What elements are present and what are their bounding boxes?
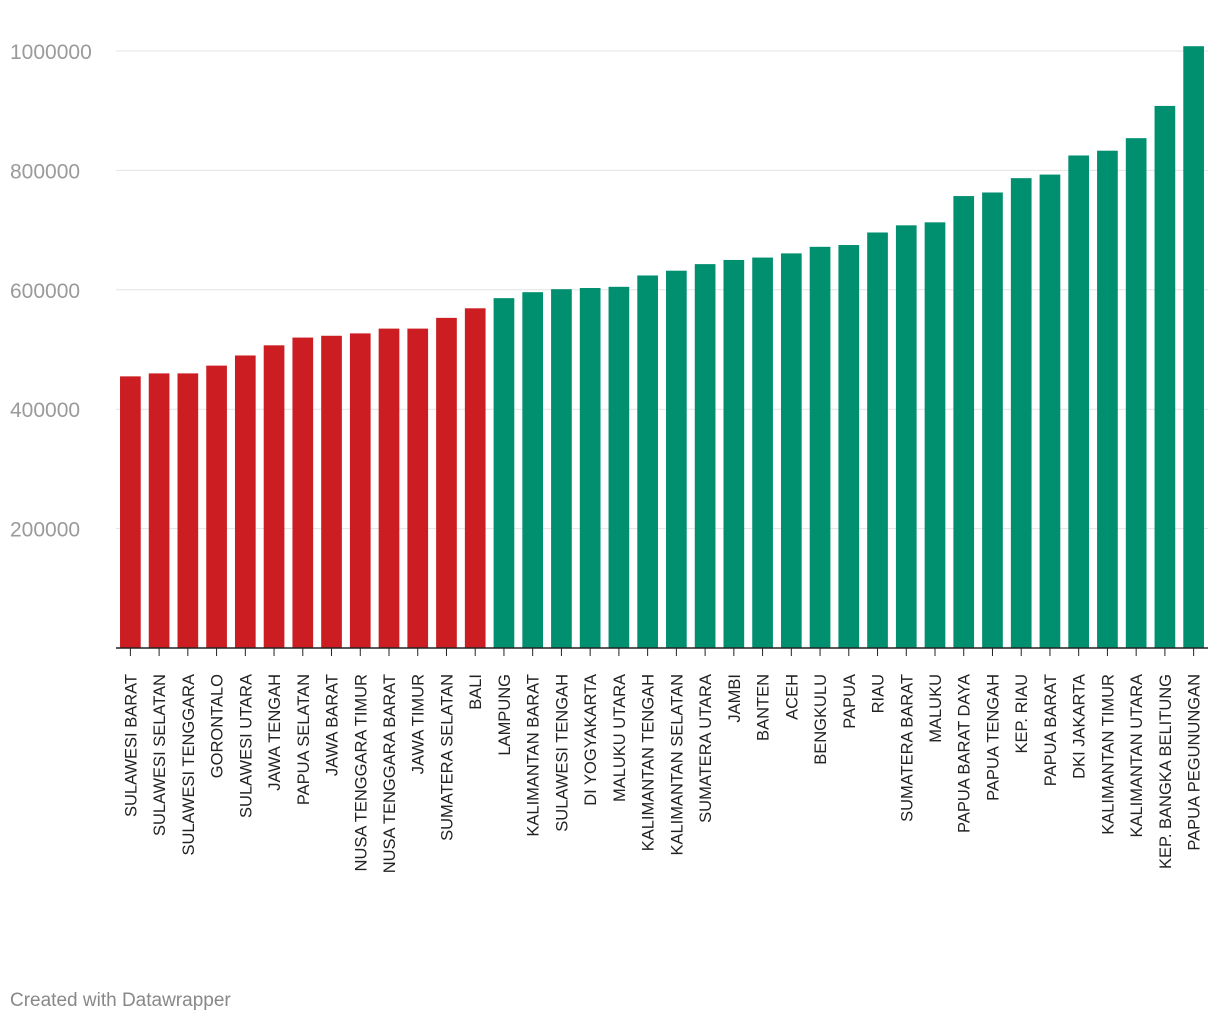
- x-tick-label: SUMATERA SELATAN: [438, 674, 456, 841]
- bar: [1039, 174, 1061, 649]
- y-tick-label: 1000000: [10, 41, 92, 64]
- x-tick-label: LAMPUNG: [496, 674, 514, 756]
- bar: [579, 288, 601, 648]
- bar: [1068, 155, 1090, 648]
- x-tick-label: JAMBI: [726, 674, 744, 723]
- x-tick-label: SULAWESI SELATAN: [151, 674, 169, 836]
- x-tick-label: DI YOGYAKARTA: [582, 674, 600, 806]
- bar-chart: 200000 400000 600000 800000 1000000 SULAWESI…: [10, 41, 1208, 873]
- bar: [809, 246, 831, 649]
- x-tick-label: JAWA TENGAH: [266, 674, 284, 791]
- bar: [982, 192, 1003, 648]
- bar: [895, 225, 917, 648]
- bar: [1183, 46, 1204, 648]
- bar: [436, 317, 457, 648]
- bar: [637, 275, 658, 648]
- bar: [1097, 150, 1118, 648]
- y-tick-label: 400000: [10, 399, 80, 422]
- bar: [694, 264, 716, 648]
- x-tick-label: SULAWESI TENGAH: [553, 674, 571, 832]
- bar: [407, 328, 429, 648]
- x-tick-label: KEP. RIAU: [1013, 674, 1031, 753]
- x-axis-tick-labels: SULAWESI BARAT SULAWESI SELATAN SULAWESI T…: [122, 648, 1204, 873]
- x-tick-label: GORONTALO: [209, 674, 227, 778]
- x-tick-label: PAPUA PEGUNUNGAN: [1186, 674, 1204, 851]
- x-tick-label: NUSA TENGGARA BARAT: [381, 674, 399, 873]
- bar: [780, 253, 802, 648]
- bar: [924, 222, 946, 649]
- x-tick-label: KALIMANTAN TENGAH: [640, 674, 658, 851]
- y-tick-label: 600000: [10, 280, 80, 303]
- x-tick-label: MALUKU: [927, 674, 945, 743]
- bar: [292, 337, 314, 648]
- x-tick-label: DKI JAKARTA: [1071, 674, 1089, 779]
- bar: [522, 292, 544, 648]
- x-tick-label: KALIMANTAN UTARA: [1128, 674, 1146, 838]
- x-tick-label: PAPUA BARAT: [1042, 674, 1060, 786]
- x-tick-label: BENGKULU: [812, 674, 830, 765]
- bar: [838, 245, 860, 648]
- bar: [666, 270, 687, 648]
- x-tick-label: SULAWESI TENGGARA: [180, 674, 198, 856]
- x-tick-label: PAPUA SELATAN: [295, 674, 313, 805]
- bar: [867, 232, 888, 648]
- bar: [263, 345, 285, 648]
- bar: [464, 308, 486, 648]
- x-tick-label: SULAWESI UTARA: [237, 674, 255, 818]
- bar: [1154, 105, 1176, 648]
- x-tick-label: ACEH: [783, 674, 801, 720]
- bar: [1125, 138, 1147, 649]
- x-tick-label: PAPUA: [841, 674, 859, 729]
- bar: [321, 335, 342, 648]
- bar: [752, 257, 773, 648]
- x-tick-label: SULAWESI BARAT: [122, 674, 140, 817]
- x-tick-label: JAWA TIMUR: [410, 674, 428, 774]
- x-tick-label: PAPUA BARAT DAYA: [956, 674, 974, 833]
- bar: [349, 333, 371, 648]
- x-tick-label: RIAU: [870, 674, 888, 713]
- bar: [206, 365, 227, 648]
- x-tick-label: PAPUA TENGAH: [984, 674, 1002, 801]
- bar: [120, 376, 141, 648]
- x-tick-label: BALI: [467, 674, 485, 710]
- bar: [551, 289, 572, 648]
- bar: [234, 355, 256, 648]
- x-tick-label: NUSA TENGGARA TIMUR: [352, 674, 370, 872]
- credit-text: Created with Datawrapper: [10, 990, 231, 1011]
- x-tick-label: KEP. BANGKA BELITUNG: [1157, 674, 1175, 869]
- x-tick-label: KALIMANTAN TIMUR: [1099, 674, 1117, 835]
- x-tick-label: BANTEN: [755, 674, 773, 741]
- y-axis-tick-labels: 200000 400000 600000 800000 1000000: [10, 41, 92, 542]
- x-tick-label: MALUKU UTARA: [611, 674, 629, 802]
- bar: [608, 286, 630, 648]
- bars: [120, 46, 1204, 649]
- y-tick-label: 200000: [10, 519, 80, 542]
- bar: [177, 373, 199, 648]
- bar: [723, 259, 745, 648]
- y-tick-label: 800000: [10, 160, 80, 183]
- x-tick-label: SUMATERA BARAT: [898, 674, 916, 822]
- bar: [1010, 178, 1032, 648]
- x-tick-label: SUMATERA UTARA: [697, 674, 715, 823]
- x-tick-label: JAWA BARAT: [324, 674, 342, 776]
- bar: [148, 373, 170, 648]
- bar: [953, 196, 975, 649]
- x-tick-label: KALIMANTAN BARAT: [525, 674, 543, 837]
- bar: [378, 328, 400, 648]
- bar: [493, 298, 515, 648]
- x-tick-label: KALIMANTAN SELATAN: [668, 674, 686, 856]
